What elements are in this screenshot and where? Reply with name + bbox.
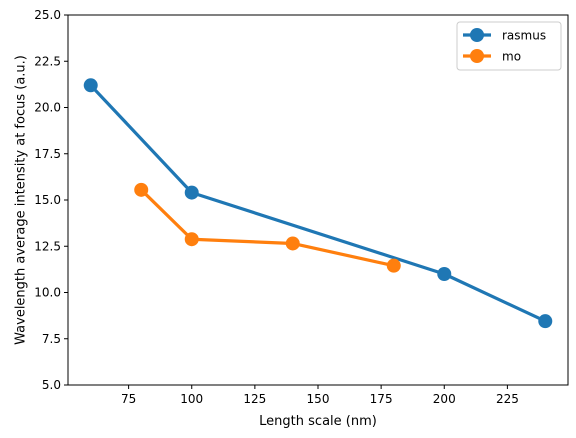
y-tick-label: 22.5 (34, 54, 61, 68)
x-tick-label: 125 (243, 392, 266, 406)
data-point-rasmus (83, 78, 98, 93)
series-line-mo (138, 187, 396, 268)
x-tick-label: 150 (307, 392, 330, 406)
x-tick-label: 100 (180, 392, 203, 406)
series-layer (83, 78, 553, 329)
x-axis-label: Length scale (nm) (259, 414, 377, 429)
legend-label-rasmus: rasmus (502, 29, 546, 43)
series-rasmus (83, 78, 553, 329)
y-tick-label: 5.0 (42, 378, 61, 392)
y-tick-label: 17.5 (34, 147, 61, 161)
data-point-rasmus (184, 185, 199, 200)
x-tick-label: 75 (121, 392, 136, 406)
y-tick-label: 15.0 (34, 193, 61, 207)
legend-marker-mo (470, 49, 484, 63)
y-tick-label: 12.5 (34, 239, 61, 253)
data-point-mo (386, 258, 401, 273)
x-tick-label: 200 (433, 392, 456, 406)
data-point-mo (285, 236, 300, 251)
x-tick-label: 225 (496, 392, 519, 406)
series-mo (134, 182, 401, 273)
data-point-rasmus (538, 314, 553, 329)
y-axis-ticks: 5.0 7.5 10.0 12.5 15.0 17.5 20.0 22.5 25.0 (34, 8, 68, 392)
data-point-mo (184, 232, 199, 247)
legend: rasmus mo (456, 21, 562, 71)
series-line-rasmus (88, 83, 548, 324)
x-tick-label: 175 (370, 392, 393, 406)
x-axis-ticks: 75 100 125 150 175 200 225 (121, 385, 519, 406)
y-tick-label: 7.5 (42, 332, 61, 346)
y-tick-label: 20.0 (34, 101, 61, 115)
legend-label-mo: mo (502, 50, 521, 64)
y-tick-label: 25.0 (34, 8, 61, 22)
y-tick-label: 10.0 (34, 286, 61, 300)
legend-marker-rasmus (470, 28, 484, 42)
legend-item-mo: mo (463, 49, 521, 64)
legend-item-rasmus: rasmus (463, 28, 546, 43)
data-point-mo (134, 182, 149, 197)
y-axis-label: Wavelength average intensity at focus (a… (14, 55, 29, 345)
data-point-rasmus (437, 267, 452, 281)
